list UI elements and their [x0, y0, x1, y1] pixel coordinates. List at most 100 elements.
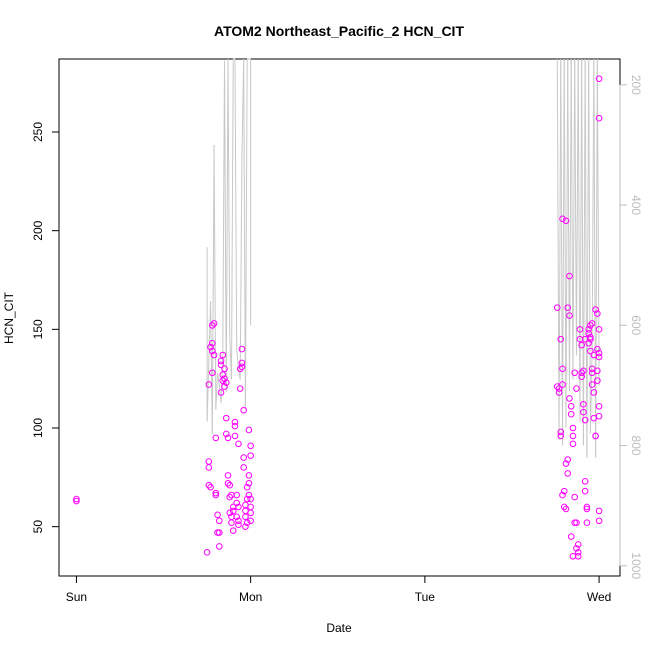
- data-point: [215, 529, 223, 536]
- data-point: [559, 491, 566, 499]
- data-point: [590, 389, 598, 396]
- line-segment: [217, 373, 220, 386]
- data-point: [242, 501, 249, 509]
- data-point: [219, 351, 227, 359]
- data-point: [594, 377, 601, 384]
- data-point: [562, 217, 570, 225]
- data-point: [221, 375, 228, 382]
- line-segment: [236, 349, 239, 368]
- data-point: [585, 329, 592, 337]
- data-point: [207, 343, 214, 351]
- right-tick-label: 800: [629, 436, 643, 456]
- line-segment: [234, 58, 238, 350]
- line-segment: [574, 58, 577, 356]
- data-point: [564, 470, 572, 477]
- data-point: [238, 359, 246, 367]
- data-point: [235, 440, 242, 448]
- data-point: [240, 406, 247, 414]
- data-point: [242, 523, 249, 530]
- plot-area: [58, 58, 621, 577]
- data-point: [566, 395, 573, 402]
- data-point: [233, 513, 241, 521]
- line-segment: [570, 58, 574, 380]
- data-point: [581, 477, 589, 485]
- data-point: [581, 416, 589, 424]
- data-point: [228, 491, 235, 499]
- line-segment: [581, 58, 584, 446]
- line-segment: [591, 58, 595, 350]
- data-point: [578, 341, 585, 349]
- y-tick-label: 250: [31, 122, 45, 142]
- y-tick-label: 150: [31, 319, 45, 339]
- x-tick-label: Sun: [66, 590, 87, 604]
- line-segment: [556, 58, 560, 440]
- data-point: [222, 430, 230, 438]
- data-point: [587, 322, 594, 329]
- y-axis-label: HCN_CIT: [2, 291, 16, 344]
- data-point: [595, 114, 603, 122]
- data-point: [595, 517, 603, 525]
- line-segment: [567, 58, 570, 392]
- data-point: [555, 389, 563, 396]
- data-point: [221, 383, 228, 390]
- data-point: [240, 454, 247, 461]
- line-segment: [593, 58, 597, 458]
- line-segment: [586, 58, 590, 458]
- data-point: [588, 320, 596, 327]
- y-tick-label: 200: [31, 220, 45, 240]
- data-point: [557, 432, 565, 440]
- data-point: [245, 491, 253, 499]
- data-point: [203, 549, 211, 556]
- data-point: [209, 322, 216, 329]
- data-point: [588, 381, 596, 388]
- data-point: [583, 505, 591, 513]
- data-point: [221, 365, 228, 373]
- data-point: [566, 272, 573, 280]
- data-point: [226, 509, 234, 517]
- data-point: [595, 507, 603, 515]
- line-segment: [568, 58, 572, 392]
- scatter-series: [73, 75, 603, 560]
- data-point: [559, 365, 566, 373]
- data-point: [573, 385, 580, 392]
- data-point: [73, 495, 80, 503]
- data-point: [212, 489, 220, 497]
- x-axis-label: Date: [326, 621, 352, 635]
- line-segment: [588, 58, 591, 434]
- data-point: [209, 347, 216, 355]
- data-point: [567, 533, 575, 540]
- data-point: [229, 507, 237, 515]
- data-point: [578, 369, 585, 377]
- data-point: [573, 545, 580, 552]
- data-point: [592, 432, 599, 440]
- data-point: [595, 75, 603, 83]
- data-point: [229, 527, 237, 534]
- data-point: [569, 552, 577, 560]
- data-point: [243, 519, 251, 527]
- data-point: [595, 412, 603, 420]
- data-point: [245, 472, 253, 479]
- data-point: [226, 493, 234, 501]
- data-point: [224, 472, 232, 479]
- data-point: [226, 481, 234, 489]
- data-point: [562, 505, 570, 513]
- data-point: [215, 543, 223, 550]
- data-point: [231, 418, 239, 426]
- data-point: [238, 363, 246, 371]
- y-axis: 50 100 150 200 250: [31, 122, 60, 533]
- line-segment: [211, 144, 215, 434]
- data-point: [231, 422, 239, 430]
- data-point: [580, 408, 587, 416]
- data-point: [222, 379, 230, 386]
- data-point: [555, 385, 563, 392]
- data-point: [73, 497, 80, 505]
- line-segment: [560, 58, 564, 446]
- line-segment: [206, 301, 212, 422]
- line-segment: [213, 144, 217, 410]
- line-segment: [227, 58, 231, 338]
- data-point: [207, 483, 214, 491]
- y-tick-label: 100: [31, 418, 45, 438]
- x-axis: Sun Mon Tue Wed: [66, 575, 611, 604]
- line-segment: [579, 58, 583, 422]
- line-segment: [582, 58, 586, 446]
